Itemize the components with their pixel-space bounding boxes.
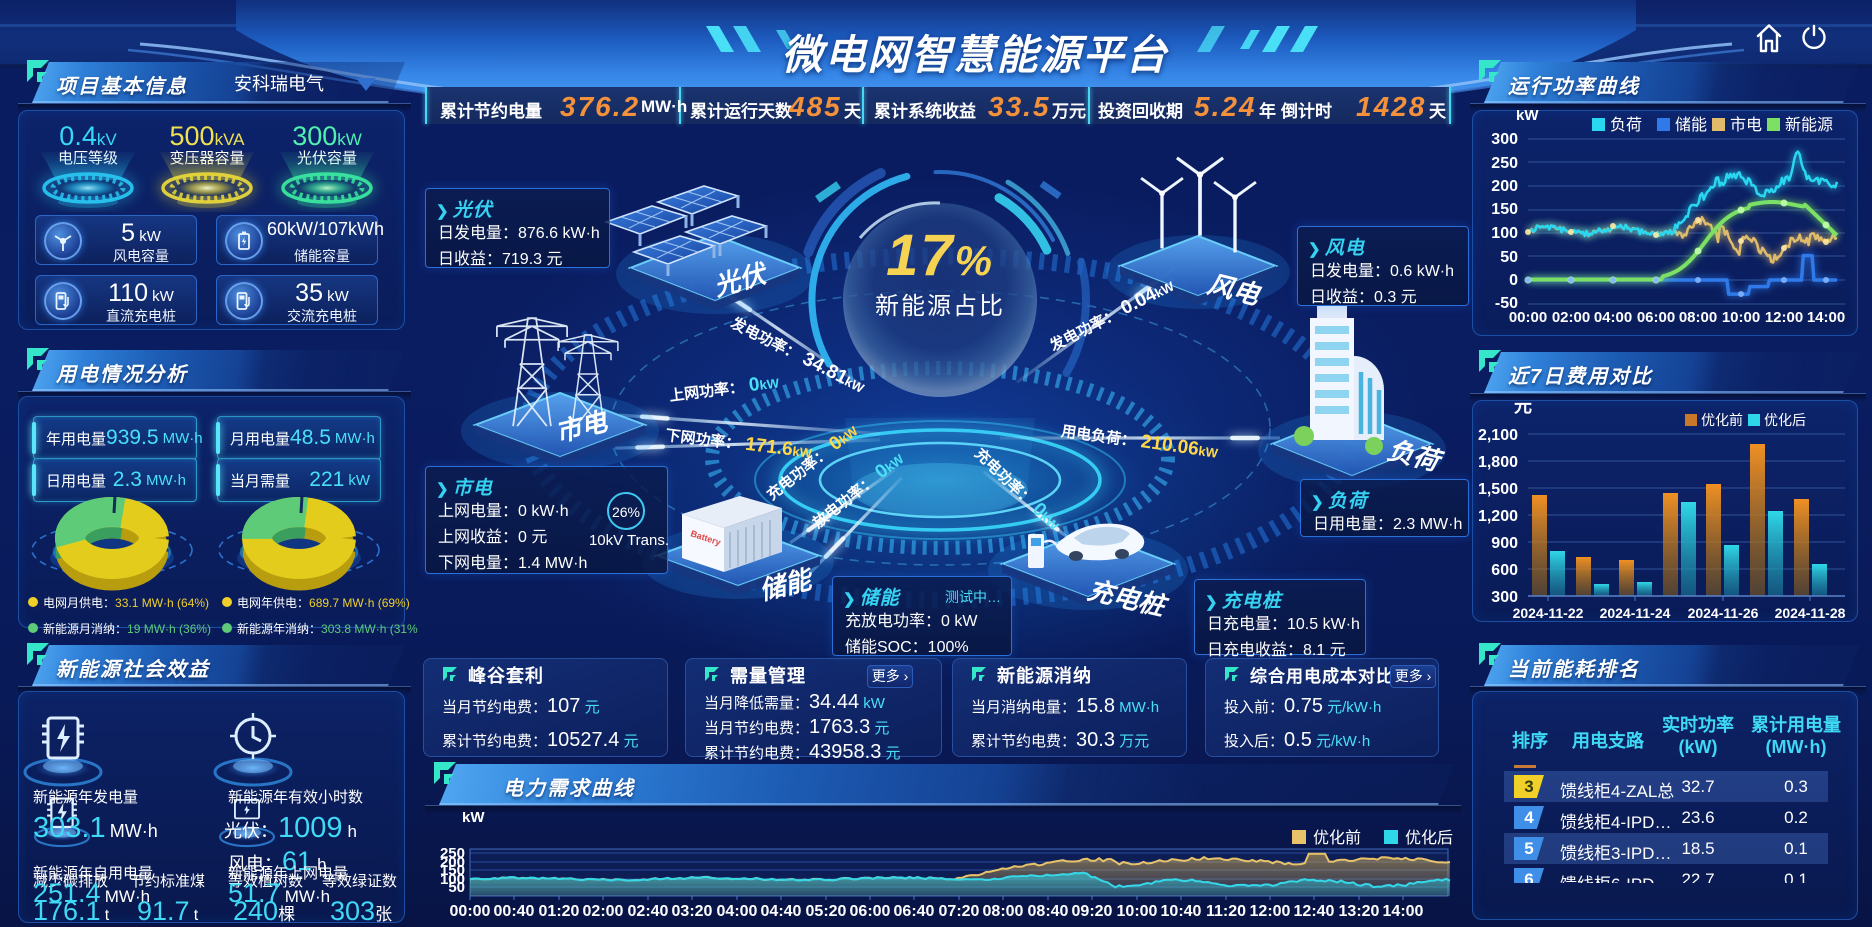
svg-text:600: 600: [1491, 562, 1518, 579]
svg-text:11:20: 11:20: [1206, 903, 1246, 920]
svg-text:150: 150: [440, 862, 465, 879]
svg-text:1,200: 1,200: [1478, 508, 1518, 525]
svg-text:0: 0: [1509, 272, 1518, 289]
svg-text:2024-11-24: 2024-11-24: [1600, 605, 1671, 621]
svg-text:50: 50: [1500, 249, 1518, 266]
svg-text:01:20: 01:20: [539, 903, 580, 920]
svg-text:03:20: 03:20: [672, 903, 713, 920]
svg-text:优化前: 优化前: [1313, 829, 1361, 847]
svg-text:1,500: 1,500: [1478, 481, 1518, 498]
svg-text:04:00: 04:00: [1594, 309, 1632, 326]
svg-text:07:20: 07:20: [939, 903, 980, 920]
svg-text:08:00: 08:00: [983, 903, 1024, 920]
svg-text:300: 300: [1491, 131, 1518, 148]
svg-text:150: 150: [1491, 201, 1518, 218]
svg-text:04:40: 04:40: [761, 903, 802, 920]
svg-text:00:00: 00:00: [1509, 309, 1547, 326]
svg-text:02:40: 02:40: [628, 903, 669, 920]
svg-text:100: 100: [440, 871, 465, 888]
svg-text:1,800: 1,800: [1478, 454, 1518, 471]
svg-text:06:40: 06:40: [894, 903, 935, 920]
svg-text:00:00: 00:00: [450, 903, 491, 920]
svg-text:14:00: 14:00: [1807, 309, 1845, 326]
svg-text:kW: kW: [462, 812, 485, 826]
svg-text:50: 50: [448, 879, 465, 896]
svg-text:14:00: 14:00: [1383, 903, 1424, 920]
svg-text:市电: 市电: [1730, 116, 1762, 134]
svg-text:10:00: 10:00: [1722, 309, 1760, 326]
svg-text:06:00: 06:00: [1637, 309, 1675, 326]
svg-text:900: 900: [1491, 535, 1518, 552]
svg-text:新能源: 新能源: [1785, 116, 1833, 134]
svg-text:300: 300: [1491, 589, 1518, 606]
svg-text:05:20: 05:20: [806, 903, 847, 920]
svg-text:元: 元: [1514, 400, 1532, 416]
svg-text:10:00: 10:00: [1117, 903, 1158, 920]
svg-text:储能: 储能: [1675, 116, 1707, 134]
svg-text:优化后: 优化后: [1405, 829, 1453, 847]
svg-text:10:40: 10:40: [1161, 903, 1202, 920]
svg-text:12:00: 12:00: [1250, 903, 1291, 920]
svg-text:优化前: 优化前: [1701, 412, 1743, 428]
svg-text:-50: -50: [1495, 295, 1518, 312]
svg-text:00:40: 00:40: [494, 903, 535, 920]
svg-text:09:20: 09:20: [1072, 903, 1113, 920]
svg-text:08:40: 08:40: [1028, 903, 1069, 920]
svg-text:2024-11-28: 2024-11-28: [1775, 605, 1846, 621]
svg-text:06:00: 06:00: [850, 903, 891, 920]
svg-text:负荷: 负荷: [1610, 116, 1642, 134]
svg-text:2024-11-22: 2024-11-22: [1513, 605, 1584, 621]
svg-text:kW: kW: [1516, 110, 1539, 124]
svg-text:02:00: 02:00: [583, 903, 624, 920]
svg-text:02:00: 02:00: [1552, 309, 1590, 326]
svg-text:12:40: 12:40: [1294, 903, 1335, 920]
svg-text:250: 250: [440, 845, 465, 862]
svg-text:2,100: 2,100: [1478, 427, 1518, 444]
svg-text:12:00: 12:00: [1765, 309, 1803, 326]
svg-text:13:20: 13:20: [1339, 903, 1380, 920]
svg-text:200: 200: [1491, 178, 1518, 195]
svg-text:08:00: 08:00: [1679, 309, 1717, 326]
svg-text:04:00: 04:00: [717, 903, 758, 920]
svg-text:250: 250: [1491, 155, 1518, 172]
svg-text:100: 100: [1491, 225, 1518, 242]
svg-text:优化后: 优化后: [1764, 412, 1806, 428]
svg-text:2024-11-26: 2024-11-26: [1688, 605, 1759, 621]
svg-text:200: 200: [440, 854, 465, 871]
